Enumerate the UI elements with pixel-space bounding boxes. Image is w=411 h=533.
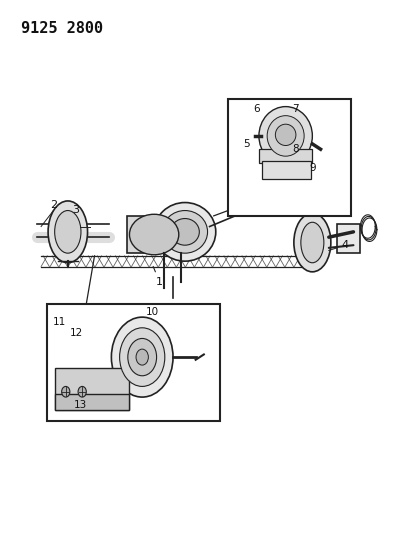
Ellipse shape <box>162 211 208 253</box>
Text: 12: 12 <box>69 328 83 338</box>
Ellipse shape <box>275 124 296 146</box>
Ellipse shape <box>62 386 70 397</box>
Text: 10: 10 <box>145 307 159 317</box>
Text: 7: 7 <box>293 104 299 114</box>
Ellipse shape <box>267 116 304 156</box>
Text: 6: 6 <box>254 104 260 114</box>
Ellipse shape <box>120 328 165 386</box>
Ellipse shape <box>301 222 324 263</box>
Ellipse shape <box>48 201 88 263</box>
Text: 2: 2 <box>50 200 57 210</box>
Bar <box>127 216 181 253</box>
Ellipse shape <box>55 211 81 253</box>
Text: 9: 9 <box>309 163 316 173</box>
Bar <box>337 224 360 253</box>
Ellipse shape <box>259 107 312 165</box>
Text: 13: 13 <box>74 400 87 410</box>
Text: 9125 2800: 9125 2800 <box>21 21 103 36</box>
Text: 4: 4 <box>341 240 348 250</box>
Ellipse shape <box>154 203 216 261</box>
Text: 1: 1 <box>153 266 163 287</box>
Bar <box>55 394 129 410</box>
Bar <box>55 368 129 410</box>
Ellipse shape <box>78 386 86 397</box>
Bar <box>228 99 351 216</box>
Bar <box>47 304 220 421</box>
Ellipse shape <box>111 317 173 397</box>
Ellipse shape <box>294 213 331 272</box>
Ellipse shape <box>136 349 148 365</box>
Text: 5: 5 <box>243 139 250 149</box>
Text: 11: 11 <box>53 318 66 327</box>
Ellipse shape <box>171 219 199 245</box>
Text: 3: 3 <box>72 205 80 215</box>
Text: 8: 8 <box>293 144 299 154</box>
Ellipse shape <box>129 214 179 255</box>
Bar <box>262 161 311 179</box>
Bar <box>259 149 312 163</box>
Ellipse shape <box>128 338 157 376</box>
